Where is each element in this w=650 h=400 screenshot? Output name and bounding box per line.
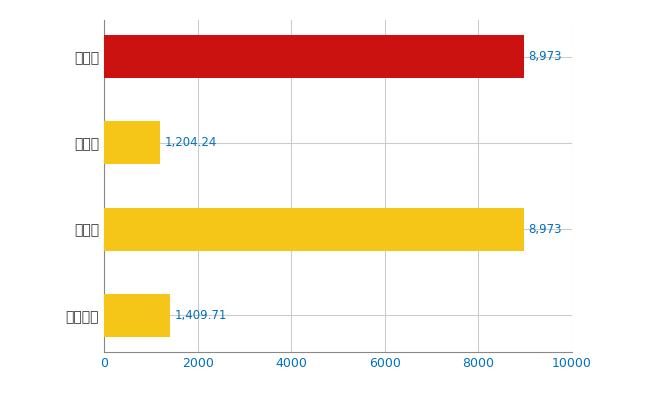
Bar (104, 121, 161, 164)
Bar (104, 208, 524, 251)
Text: 1,204.24: 1,204.24 (165, 136, 217, 149)
Text: 1,409.71: 1,409.71 (175, 309, 227, 322)
Text: 8,973: 8,973 (528, 50, 562, 63)
Bar (104, 35, 524, 78)
Bar (104, 294, 170, 337)
Text: 8,973: 8,973 (528, 223, 562, 236)
